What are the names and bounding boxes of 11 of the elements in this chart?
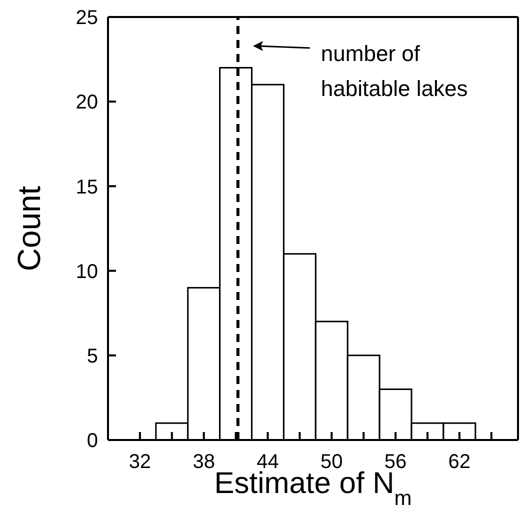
y-tick-label: 20 [76,92,98,114]
y-tick-label: 5 [86,346,98,368]
y-tick-label: 15 [76,176,98,198]
x-tick-label: 38 [192,451,215,474]
x-tick-label: 62 [448,451,471,474]
y-tick-label: 10 [76,260,98,283]
ref-line-label: number of habitable lakes [320,41,468,101]
y-tick-label: 25 [76,7,98,30]
y-tick-label: 0 [86,430,98,452]
y-axis-title: Count [11,186,47,272]
x-tick-label: 32 [128,451,152,474]
